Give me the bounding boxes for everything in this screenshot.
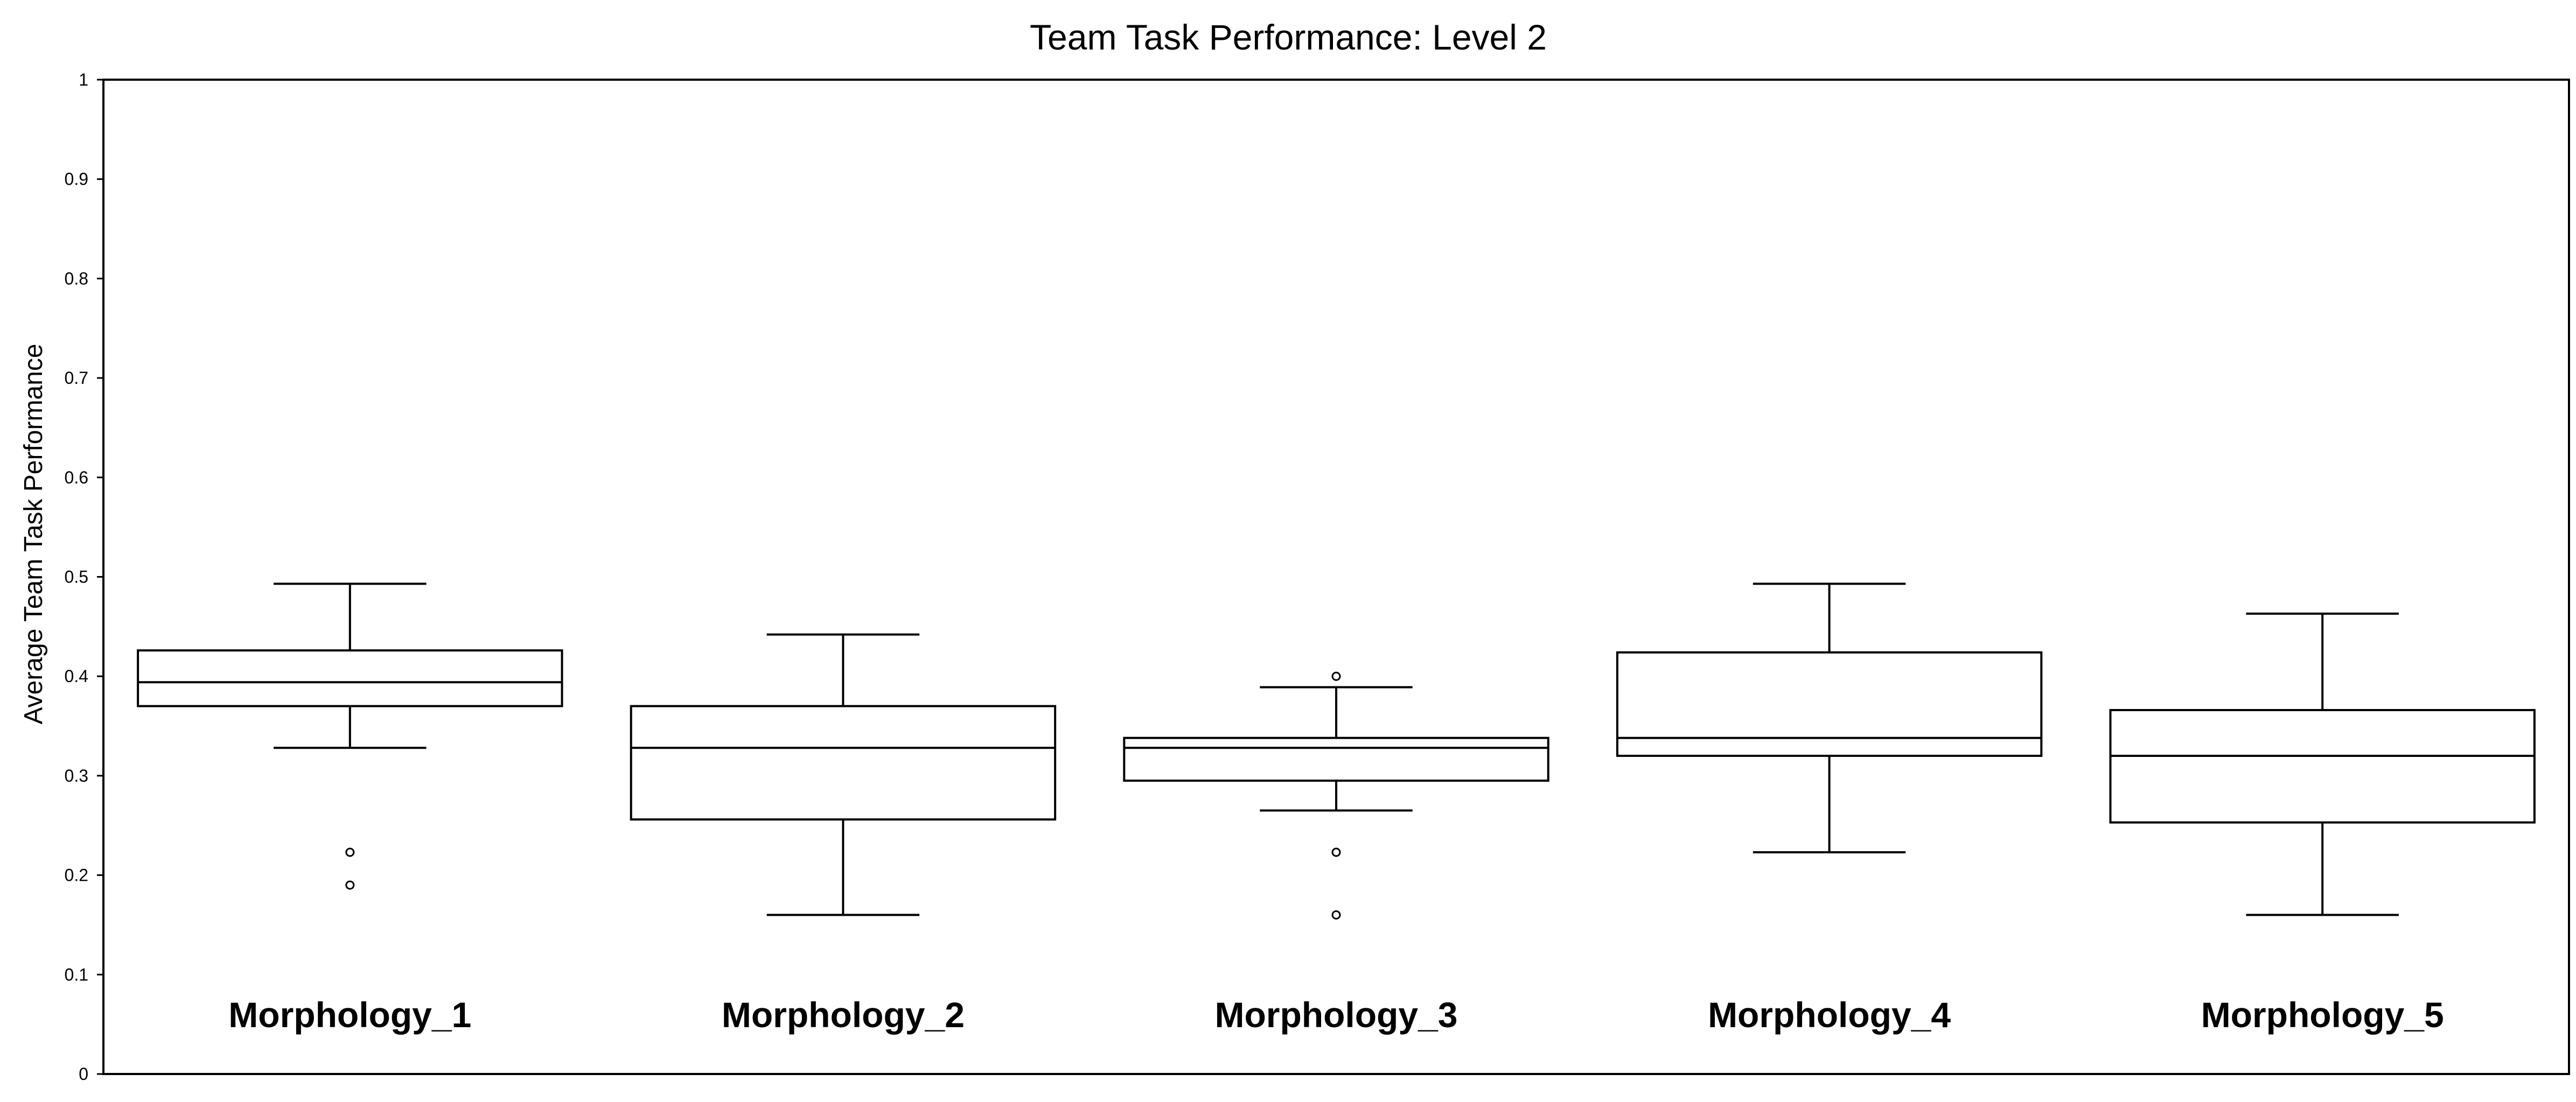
category-label: Morphology_4 — [1708, 995, 1951, 1035]
outlier-point — [1331, 847, 1341, 857]
outlier-point — [1331, 910, 1341, 919]
outlier-point — [345, 880, 355, 890]
iqr-box — [630, 705, 1057, 821]
category-label: Morphology_2 — [722, 995, 965, 1035]
category-label: Morphology_3 — [1214, 995, 1457, 1035]
iqr-box — [1123, 736, 1549, 782]
box-4 — [1616, 582, 2043, 854]
category-label: Morphology_5 — [2201, 995, 2444, 1035]
y-tick-label: 0.6 — [65, 468, 88, 487]
y-tick-label: 0.3 — [65, 766, 88, 785]
y-tick-label: 0.1 — [65, 965, 88, 984]
y-axis-label: Average Team Task Performance — [19, 343, 48, 724]
box-5 — [2109, 612, 2536, 916]
outlier-point — [1331, 671, 1341, 681]
box-3 — [1123, 671, 1549, 919]
outlier-point — [345, 847, 355, 857]
plot-area-frame — [102, 79, 2570, 1075]
y-tick-label: 0.7 — [65, 368, 88, 388]
chart-title: Team Task Performance: Level 2 — [1030, 17, 1547, 57]
box-2 — [630, 633, 1057, 916]
y-tick-label: 0.2 — [65, 866, 88, 885]
box-1 — [137, 582, 563, 890]
box-series — [137, 582, 2536, 919]
category-labels: Morphology_1 Morphology_2 Morphology_3 Morp… — [228, 995, 2444, 1035]
category-label: Morphology_1 — [228, 995, 471, 1035]
y-tick-label: 0.4 — [65, 666, 88, 686]
y-tick-label: 0 — [79, 1064, 88, 1084]
y-tick-label: 1 — [79, 70, 88, 89]
iqr-box — [2109, 708, 2536, 824]
y-axis-ticks: 0 0.1 0.2 0.3 0.4 0.5 0.6 0.7 0.8 0.9 1 — [65, 70, 103, 1084]
y-tick-label: 0.8 — [65, 269, 88, 288]
y-tick-label: 0.9 — [65, 170, 88, 189]
iqr-box — [1616, 651, 2043, 757]
iqr-box — [137, 649, 563, 707]
y-tick-label: 0.5 — [65, 567, 88, 587]
